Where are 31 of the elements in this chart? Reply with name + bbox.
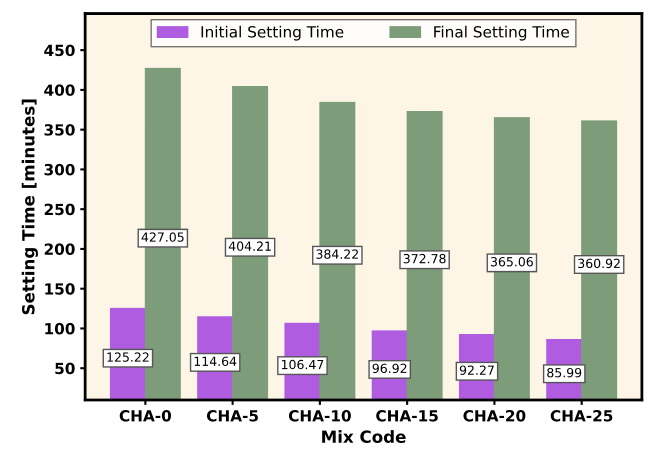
x-tick-label: CHA-25	[550, 410, 612, 422]
y-tick-label: 100	[45, 322, 75, 334]
data-label: 360.92	[578, 258, 620, 268]
legend-label: Initial Setting Time	[202, 26, 344, 41]
data-label: 125.22	[107, 352, 149, 362]
x-tick-label: CHA-15	[376, 410, 438, 422]
data-label: 106.47	[282, 360, 324, 370]
y-tick-label: 200	[44, 243, 75, 255]
y-tick-label: 350	[44, 124, 75, 136]
data-label: 365.06	[490, 257, 533, 266]
x-axis-title: Mix Code	[322, 430, 406, 443]
y-axis-title: Setting Time [minutes]	[22, 100, 38, 314]
y-tick-label: 400	[44, 84, 75, 96]
data-label: 92.27	[460, 365, 494, 375]
x-tick-label: CHA-5	[206, 410, 258, 422]
data-label: 404.21	[228, 241, 271, 251]
data-label: 96.92	[372, 364, 406, 374]
y-tick-label: 300	[44, 164, 75, 176]
data-label: 384.22	[316, 249, 358, 259]
data-label: 372.78	[404, 254, 446, 264]
y-tick-label: 450	[44, 44, 75, 56]
data-label: 85.99	[547, 368, 582, 378]
data-label: 114.64	[194, 356, 236, 366]
x-tick-label: CHA-10	[288, 410, 351, 422]
x-tick-label: CHA-0	[120, 410, 172, 422]
y-tick-label: 250	[44, 204, 75, 216]
y-tick-label: 50	[55, 362, 75, 374]
x-tick-label: CHA-20	[463, 410, 526, 422]
legend-label: Final Setting Time	[434, 26, 569, 41]
y-tick-label: 150	[45, 283, 75, 295]
data-label: 427.05	[142, 232, 184, 242]
